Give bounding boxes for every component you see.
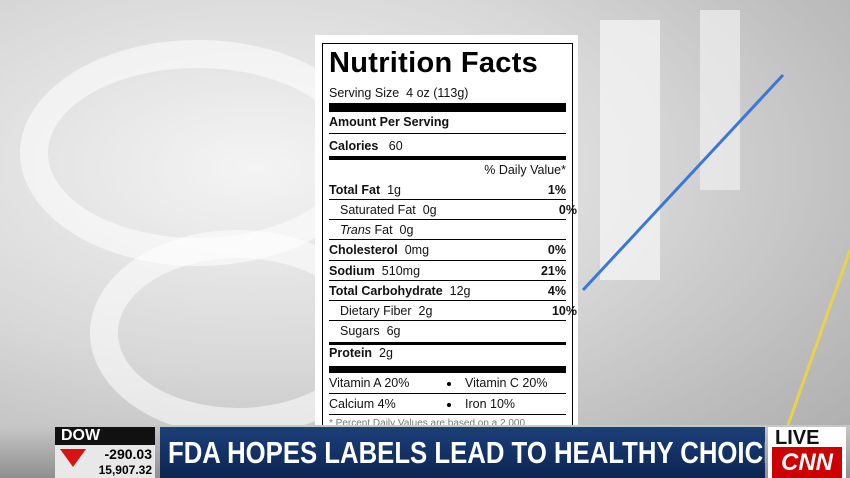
network-logo: CNN [772, 447, 842, 478]
amount-per-serving: Amount Per Serving [329, 115, 450, 129]
daily-value: 0% [558, 203, 577, 217]
nutrient-row: Protein 2g [329, 346, 566, 360]
nutrient-name: Cholesterol [329, 243, 398, 257]
background-block [700, 10, 740, 190]
nutrient-amount: 1g [387, 183, 402, 197]
rule [329, 393, 566, 394]
daily-value: 1% [547, 183, 566, 197]
rule [329, 280, 566, 281]
thick-rule [329, 366, 566, 373]
nutrient-name: Protein [329, 346, 373, 360]
ticker-index: DOW [55, 427, 155, 445]
vitamin: Calcium 4% [329, 397, 396, 411]
ticker-level: 15,907.32 [98, 463, 152, 477]
rule [329, 342, 566, 345]
rule [329, 219, 566, 220]
nutrient-amount: 0mg [404, 243, 430, 257]
bullet [447, 403, 451, 407]
rule [329, 414, 566, 415]
nutrient-name: Fat [374, 223, 393, 237]
nutrient-name: Total Carbohydrate [329, 284, 443, 298]
footnote: * Percent Daily Values are based on a 2,… [329, 418, 526, 425]
nutrient-row: Dietary Fiber 2g 10% [329, 304, 577, 318]
rule [329, 320, 566, 321]
background-block [600, 20, 660, 280]
nutrient-row: Sugars 6g [329, 324, 577, 338]
serving-value: 4 oz (113g) [406, 86, 469, 100]
calories-value: 60 [388, 139, 403, 153]
headline: FDA HOPES LABELS LEAD TO HEALTHY CHOICES [168, 435, 765, 470]
daily-value: 0% [547, 243, 566, 257]
nutrient-row: Cholesterol 0mg 0% [329, 243, 566, 257]
daily-value: 21% [540, 264, 566, 278]
label-border [322, 43, 573, 436]
vitamin: Vitamin C 20% [465, 376, 548, 390]
nutrient-row: Sodium 510mg 21% [329, 264, 566, 278]
calories: Calories 60 [329, 139, 566, 153]
rule [329, 133, 566, 134]
nutrient-row: Trans Fat 0g [329, 223, 577, 237]
nutrient-amount: 6g [386, 324, 401, 338]
nutrient-amount: 0g [422, 203, 437, 217]
thick-rule [329, 103, 566, 112]
rule [329, 199, 566, 200]
nutrient-amount: 0g [399, 223, 414, 237]
nutrient-name: Sodium [329, 264, 375, 278]
nutrient-row: Saturated Fat 0g 0% [329, 203, 577, 217]
rule [329, 239, 566, 240]
down-arrow [60, 449, 86, 467]
vitamin: Iron 10% [465, 397, 516, 411]
label-title: Nutrition Facts [329, 47, 539, 79]
daily-value-header: % Daily Value* [484, 163, 566, 177]
live: LIVE [775, 427, 820, 449]
nutrient-name: Total Fat [329, 183, 381, 197]
background-lines [581, 73, 850, 425]
nutrient-amount: 510mg [381, 264, 421, 278]
nutrient-amount: 12g [449, 284, 471, 298]
nutrient-amount: 2g [379, 346, 393, 360]
medium-rule [329, 156, 566, 160]
serving-label: Serving Size [329, 86, 400, 100]
rule [329, 300, 566, 301]
headline-bar: FDA HOPES LABELS LEAD TO HEALTHY CHOICES [160, 427, 765, 478]
nutrient-row: Total Fat 1g 1% [329, 183, 566, 197]
serving-size: Serving Size 4 oz (113g) [329, 86, 566, 100]
nutrient-name: Sugars [340, 324, 380, 338]
nutrient-amount: 2g [418, 304, 433, 318]
bullet [447, 382, 451, 386]
nutrient-name: Dietary Fiber [340, 304, 412, 318]
calories-label: Calories [329, 139, 379, 153]
nutrient-name-italic: Trans [340, 223, 372, 237]
nutrient-row: Total Carbohydrate 12g 4% [329, 284, 566, 298]
nutrient-name: Saturated Fat [340, 203, 416, 217]
vitamin: Vitamin A 20% [329, 376, 410, 390]
ticker-change: -290.03 [104, 446, 152, 462]
rule [329, 260, 566, 261]
daily-value: 4% [547, 284, 566, 298]
daily-value: 10% [551, 304, 577, 318]
